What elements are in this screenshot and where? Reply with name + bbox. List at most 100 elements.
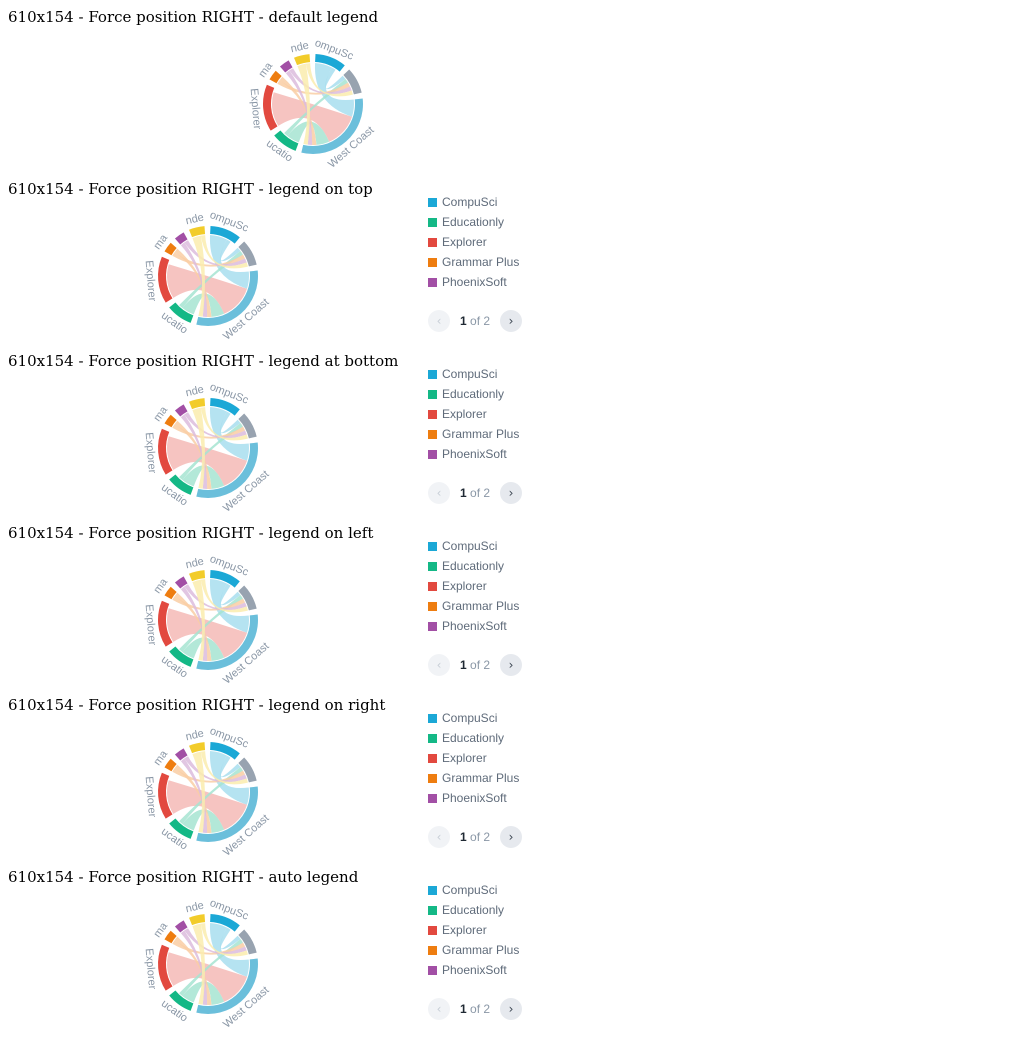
chevron-right-icon[interactable]: › [500,654,523,676]
ribbon-yellow-west-coast[interactable] [192,579,205,661]
ribbon-educationly-west-coast[interactable] [182,637,225,661]
ribbon-compusci-west-coast[interactable] [209,407,249,461]
ribbon-yellow-west-coast[interactable] [297,63,310,145]
ribbon-yellow-west-coast[interactable] [192,235,205,317]
arc-west-coast[interactable] [196,614,258,670]
ribbon-compusci-gray[interactable] [219,239,241,262]
legend-item-grammar-plus[interactable]: Grammar Plus [428,940,548,960]
ribbon-phoenixsoft-west-coast[interactable] [180,930,208,1005]
ribbon-explorer-west-coast[interactable] [167,780,247,830]
ribbon-phoenixsoft-gray[interactable] [184,240,247,267]
ribbon-yellow-gray[interactable] [200,407,248,441]
arc-gray[interactable] [343,69,362,95]
legend-item-explorer[interactable]: Explorer [428,920,548,940]
legend-item-explorer[interactable]: Explorer [428,576,548,596]
legend-item-phoenixsoft[interactable]: PhoenixSoft [428,960,548,980]
legend-item-grammar-plus[interactable]: Grammar Plus [428,252,548,272]
ribbon-yellow-gray[interactable] [200,235,248,269]
arc-west-coast[interactable] [196,958,258,1014]
chevron-right-icon[interactable]: › [500,998,523,1020]
ribbon-phoenixsoft-gray[interactable] [184,756,247,783]
ribbon-explorer-west-coast[interactable] [167,952,247,1002]
ribbon-grammar-plus-west-coast[interactable] [174,764,212,833]
ribbon-compusci-gray[interactable] [219,583,241,606]
legend-item-compusci[interactable]: CompuSci [428,880,548,900]
arc-grammar-plus[interactable] [164,242,177,256]
arc-gray[interactable] [238,757,257,783]
ribbon-phoenixsoft-west-coast[interactable] [180,758,208,833]
ribbon-explorer-west-coast[interactable] [272,92,352,142]
ribbon-educationly-west-coast[interactable] [182,465,225,489]
arc-grammar-plus[interactable] [164,414,177,428]
arc-explorer[interactable] [263,84,278,131]
arc-educationly[interactable] [169,818,194,839]
ribbon-phoenixsoft-west-coast[interactable] [180,242,208,317]
arc-educationly[interactable] [169,302,194,323]
ribbon-compusci-west-coast[interactable] [314,63,354,117]
arc-gray[interactable] [238,929,257,955]
arc-phoenixsoft[interactable] [174,232,188,245]
ribbon-phoenixsoft-west-coast[interactable] [180,414,208,489]
legend-item-explorer[interactable]: Explorer [428,404,548,424]
ribbon-compusci-west-coast[interactable] [209,751,249,805]
ribbon-compusci-gray[interactable] [219,927,241,950]
arc-compusci[interactable] [315,54,345,72]
legend-item-educationly[interactable]: Educationly [428,556,548,576]
legend-item-phoenixsoft[interactable]: PhoenixSoft [428,616,548,636]
arc-west-coast[interactable] [301,98,363,155]
ribbon-phoenixsoft-gray[interactable] [184,412,247,439]
arc-compusci[interactable] [210,226,240,244]
ribbon-educationly-west-coast[interactable] [182,981,225,1005]
legend-item-educationly[interactable]: Educationly [428,384,548,404]
ribbon-grammar-plus-west-coast[interactable] [279,76,317,145]
chevron-left-icon[interactable]: ‹ [428,482,450,504]
legend-item-compusci[interactable]: CompuSci [428,192,548,212]
arc-grammar-plus[interactable] [269,70,282,84]
ribbon-compusci-gray[interactable] [219,755,241,778]
legend-item-grammar-plus[interactable]: Grammar Plus [428,768,548,788]
ribbon-educationly-west-coast[interactable] [182,293,225,317]
ribbon-educationly-west-coast[interactable] [182,809,225,833]
ribbon-educationly-west-coast[interactable] [287,121,330,145]
ribbon-explorer-west-coast[interactable] [167,608,247,658]
chevron-right-icon[interactable]: › [500,826,523,848]
arc-gray[interactable] [238,241,257,267]
arc-compusci[interactable] [210,914,240,932]
ribbon-explorer-west-coast[interactable] [167,264,247,314]
arc-phoenixsoft[interactable] [174,404,188,417]
arc-gray[interactable] [238,585,257,611]
ribbon-phoenixsoft-gray[interactable] [289,68,352,95]
ribbon-yellow-gray[interactable] [305,63,353,97]
legend-item-compusci[interactable]: CompuSci [428,536,548,556]
arc-explorer[interactable] [158,428,173,475]
arc-educationly[interactable] [169,474,194,495]
ribbon-phoenixsoft-west-coast[interactable] [180,586,208,661]
legend-item-explorer[interactable]: Explorer [428,748,548,768]
arc-west-coast[interactable] [196,270,258,326]
ribbon-yellow-gray[interactable] [200,579,248,613]
legend-item-educationly[interactable]: Educationly [428,212,548,232]
ribbon-yellow-west-coast[interactable] [192,407,205,489]
ribbon-grammar-plus-west-coast[interactable] [174,592,212,661]
legend-item-educationly[interactable]: Educationly [428,728,548,748]
arc-yellow[interactable] [294,54,311,66]
chevron-right-icon[interactable]: › [500,310,523,332]
arc-grammar-plus[interactable] [164,586,177,600]
ribbon-yellow-west-coast[interactable] [192,751,205,833]
ribbon-phoenixsoft-gray[interactable] [184,584,247,611]
ribbon-compusci-west-coast[interactable] [209,923,249,977]
arc-explorer[interactable] [158,944,173,991]
ribbon-compusci-west-coast[interactable] [209,235,249,289]
ribbon-compusci-west-coast[interactable] [209,579,249,633]
arc-yellow[interactable] [189,742,206,754]
ribbon-grammar-plus-west-coast[interactable] [174,420,212,489]
legend-item-compusci[interactable]: CompuSci [428,364,548,384]
arc-yellow[interactable] [189,226,206,238]
arc-explorer[interactable] [158,600,173,647]
arc-west-coast[interactable] [196,442,258,498]
arc-compusci[interactable] [210,570,240,588]
arc-phoenixsoft[interactable] [174,920,188,933]
legend-item-phoenixsoft[interactable]: PhoenixSoft [428,444,548,464]
arc-explorer[interactable] [158,772,173,819]
ribbon-yellow-gray[interactable] [200,751,248,785]
